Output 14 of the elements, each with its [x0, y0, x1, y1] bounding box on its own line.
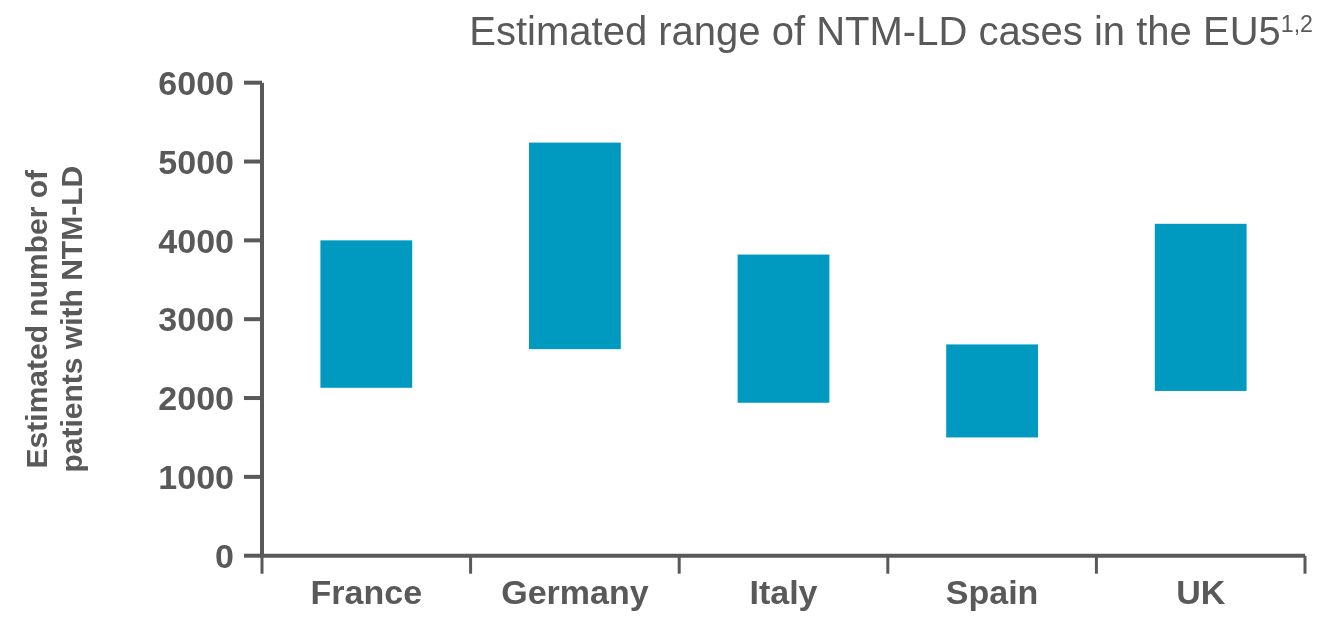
y-tick-label: 3000: [158, 300, 234, 339]
y-tick-label: 2000: [158, 379, 234, 418]
y-tick-label: 6000: [158, 63, 234, 102]
x-tick-label: Italy: [749, 573, 818, 611]
y-tick-label: 0: [215, 536, 234, 575]
x-tick-label: Spain: [945, 573, 1039, 611]
x-tick-label: Germany: [501, 573, 649, 611]
x-tick-label: UK: [1176, 573, 1226, 611]
y-axis-title: Estimated number of patients with NTM-LD: [20, 165, 88, 473]
x-tick-label: France: [310, 573, 423, 611]
chart-title: Estimated range of NTM-LD cases in the EU5$^{1,2}$: [469, 9, 1313, 53]
y-tick-label: 1000: [158, 458, 234, 497]
y-tick-label: 5000: [158, 142, 234, 181]
y-tick-label: 4000: [158, 221, 234, 260]
